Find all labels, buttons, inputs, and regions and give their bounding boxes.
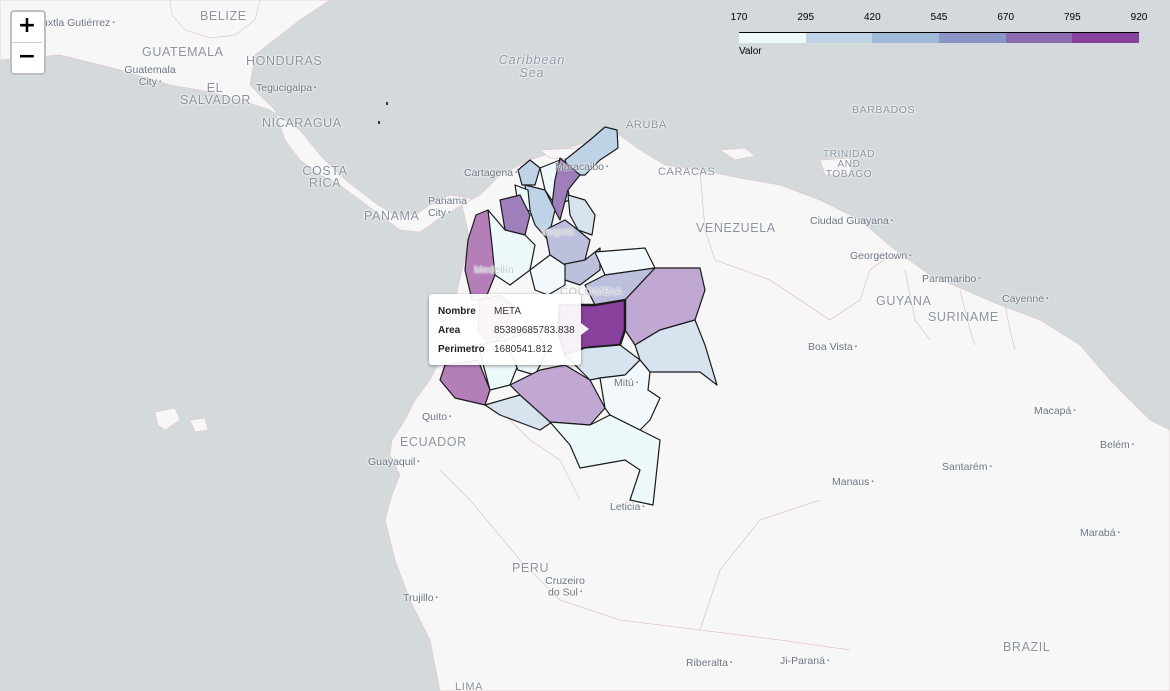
legend-tick: 295 bbox=[797, 12, 815, 23]
tooltip-value: 1680541.812 bbox=[494, 344, 553, 355]
tooltip-key: Nombre bbox=[438, 306, 476, 317]
legend-tick: 795 bbox=[1063, 12, 1081, 23]
dept-putumayo bbox=[484, 394, 556, 431]
zoom-in-button[interactable]: + bbox=[12, 12, 42, 43]
tooltip-row-area: Area 85389685783.838 bbox=[438, 325, 575, 336]
dept-cesar bbox=[551, 157, 581, 221]
legend-color-step bbox=[872, 33, 940, 43]
tooltip-row-nombre: Nombre META bbox=[438, 306, 521, 317]
legend-tick: 920 bbox=[1130, 12, 1148, 23]
feature-tooltip: Nombre META Area 85389685783.838 Perimetro… bbox=[429, 294, 589, 365]
legend-color-step bbox=[939, 33, 1006, 43]
zoom-out-button[interactable]: − bbox=[17, 44, 37, 69]
color-legend: 170 295 420 545 670 795 920 Valor bbox=[725, 8, 1155, 57]
dept-amazonas bbox=[549, 414, 661, 506]
legend-color-step bbox=[739, 33, 806, 43]
legend-color-step bbox=[1005, 33, 1073, 43]
tooltip-row-perimetro: Perimetro 1680541.812 bbox=[438, 344, 552, 355]
legend-color-step bbox=[805, 33, 873, 43]
tooltip-key: Perimetro bbox=[438, 344, 485, 355]
legend-axis bbox=[739, 32, 1139, 33]
tooltip-key: Area bbox=[438, 325, 461, 336]
dept-vaupes bbox=[599, 359, 661, 431]
dept-cundinamarca bbox=[529, 254, 566, 296]
legend-tick: 420 bbox=[863, 12, 881, 23]
central-america-land bbox=[0, 0, 476, 233]
dept-cordoba bbox=[499, 194, 531, 236]
dept-norte-santander bbox=[567, 194, 596, 236]
legend-tick: 170 bbox=[730, 12, 748, 23]
legend-title: Valor bbox=[739, 46, 762, 57]
yucatan-land bbox=[169, 0, 261, 39]
legend-color-bar bbox=[739, 33, 1140, 43]
dept-atlantico bbox=[517, 159, 541, 186]
legend-color-step bbox=[1072, 33, 1140, 43]
legend-tick: 545 bbox=[930, 12, 948, 23]
tooltip-value: META bbox=[494, 306, 522, 317]
tooltip-value: 85389685783.838 bbox=[494, 325, 575, 336]
legend-tick: 670 bbox=[997, 12, 1015, 23]
zoom-control: + − bbox=[10, 10, 46, 75]
